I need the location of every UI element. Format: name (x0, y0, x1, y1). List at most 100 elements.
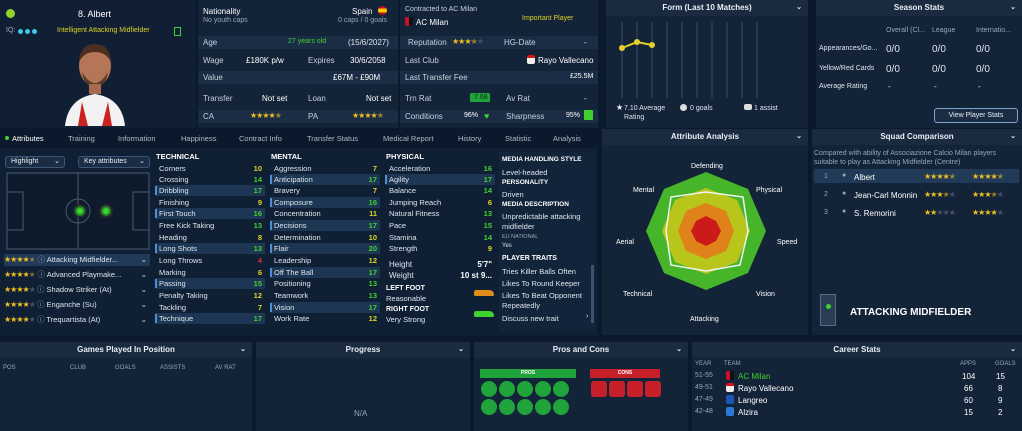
ca-pa-row (198, 110, 398, 123)
nationality-value[interactable]: Spain (352, 7, 373, 16)
career-goals: 2 (998, 408, 1003, 417)
loan-label: Loan (308, 94, 326, 103)
langreo-crest-icon (726, 395, 734, 404)
tab-statistic[interactable]: Statistic (505, 134, 532, 143)
traits-scrollbar[interactable] (591, 265, 594, 323)
games-header[interactable]: Games Played In Position ⌄ (0, 342, 252, 358)
games-col: ASSISTS (160, 365, 186, 371)
expires-value: 30/6/2058 (350, 56, 386, 65)
squad-header[interactable]: Squad Comparison ⌄ (812, 129, 1022, 145)
tab-information[interactable]: Information (118, 134, 156, 143)
chevron-down-icon[interactable]: ⌄ (796, 4, 802, 11)
con-icon[interactable] (591, 381, 607, 397)
tab-analysis[interactable]: Analysis (553, 134, 581, 143)
squad-ca-stars: ★★★★★ (924, 172, 956, 181)
season-row-label: Yellow/Red Cards (819, 65, 875, 72)
discuss-trait-link[interactable]: Discuss new trait (502, 314, 559, 323)
role-row[interactable]: ★★★★★ ⓘ Enganche (Su) ⌄ (4, 300, 147, 309)
analysis-header[interactable]: Attribute Analysis ⌄ (602, 129, 808, 145)
personality-title: PERSONALITY (502, 179, 549, 186)
pro-icon[interactable] (517, 399, 533, 415)
tab-history[interactable]: History (458, 134, 482, 143)
career-col: TEAM (724, 361, 741, 367)
season-col-league: League (932, 27, 956, 34)
pro-icon[interactable] (553, 381, 569, 397)
height-row: Height 5'7" (389, 260, 492, 269)
con-icon[interactable] (645, 381, 661, 397)
chevron-down-icon[interactable]: ⌄ (676, 346, 682, 353)
tab-happiness[interactable]: Happiness (181, 134, 217, 143)
trait-item: Likes To Beat Opponent Repeatedly (502, 291, 582, 310)
role-row[interactable]: ★★★★★ ⓘ Trequartista (At) ⌄ (4, 315, 147, 324)
chevron-down-icon[interactable]: ⌄ (458, 346, 464, 353)
chevron-down-icon[interactable]: ⌄ (796, 133, 802, 140)
notes-icon[interactable] (174, 27, 181, 36)
progress-header[interactable]: Progress ⌄ (256, 342, 470, 358)
transfer-value[interactable]: Not set (262, 94, 288, 103)
season-header[interactable]: Season Stats ⌄ (816, 0, 1022, 16)
career-goals: 9 (998, 396, 1003, 405)
radar-label-vision: Vision (756, 291, 775, 298)
career-team[interactable]: Rayo Vallecano (738, 384, 794, 393)
last-club-value[interactable]: Rayo Vallecano (538, 56, 594, 65)
form-header[interactable]: Form (Last 10 Matches) ⌄ (606, 0, 808, 16)
squad-player-name[interactable]: Albert (854, 173, 875, 182)
key-attributes-label: Key attributes (84, 158, 127, 165)
career-team[interactable]: Langreo (738, 396, 768, 405)
pro-icon[interactable] (499, 399, 515, 415)
role-stars: ★★★★ (4, 255, 30, 264)
ca-label: CA (203, 112, 215, 121)
games-col: GOALS (115, 365, 136, 371)
games-position-panel: Games Played In Position ⌄ POS CLUB GOALS… (0, 342, 252, 431)
pro-icon[interactable] (535, 399, 551, 415)
chevron-down-icon[interactable]: ⌄ (1010, 346, 1016, 353)
tab-attributes[interactable]: Attributes (12, 134, 44, 143)
tab-contract-info[interactable]: Contract Info (239, 134, 282, 143)
highlight-dropdown[interactable]: Highlight ⌄ (5, 156, 65, 168)
squad-row[interactable] (814, 169, 1019, 183)
chevron-down-icon: ⌄ (140, 255, 147, 264)
chevron-down-icon[interactable]: ⌄ (240, 346, 246, 353)
tab-medical-report[interactable]: Medical Report (383, 134, 434, 143)
squad-player-name[interactable]: Jean-Carl Monnin (854, 191, 918, 200)
loan-value[interactable]: Not set (366, 94, 392, 103)
career-header[interactable]: Career Stats ⌄ (692, 342, 1022, 358)
pro-icon[interactable] (535, 381, 551, 397)
attr-crossing: Crossing 14 (159, 175, 262, 184)
trn-rat-value: 7.68 (474, 94, 488, 101)
tab-transfer-status[interactable]: Transfer Status (307, 134, 358, 143)
role-row[interactable]: ★★★★★ ⓘ Attacking Midfielder... ⌄ (4, 254, 150, 266)
role-name: Shadow Striker (At) (46, 285, 112, 294)
key-attributes-dropdown[interactable]: Key attributes ⌄ (78, 156, 150, 168)
radar-label-speed: Speed (777, 239, 798, 246)
reputation-label: Reputation (408, 38, 447, 47)
role-row[interactable]: ★★★★★ ⓘ Advanced Playmake... ⌄ (4, 270, 147, 279)
con-icon[interactable] (627, 381, 643, 397)
squad-title: Squad Comparison (880, 132, 954, 141)
attr-determination: Determination 10 (274, 233, 377, 242)
info-icon: ⓘ (36, 315, 45, 324)
career-team[interactable]: Alzira (738, 408, 759, 417)
chevron-down-icon[interactable]: ⌄ (1010, 133, 1016, 140)
position-title: ATTACKING MIDFIELDER (850, 307, 972, 318)
pro-icon[interactable] (481, 399, 497, 415)
pro-icon[interactable] (499, 381, 515, 397)
role-row[interactable]: ★★★★★ ⓘ Shadow Striker (At) ⌄ (4, 285, 147, 294)
club-name[interactable]: AC Milan (416, 18, 449, 27)
attr-anticipation: Anticipation 17 (270, 174, 380, 185)
squad-player-name[interactable]: S. Remorini (854, 209, 896, 218)
pro-icon[interactable] (553, 399, 569, 415)
pro-icon[interactable] (481, 381, 497, 397)
chevron-down-icon[interactable]: ⌄ (1010, 4, 1016, 11)
pros-cons-header[interactable]: Pros and Cons ⌄ (474, 342, 688, 358)
physical-title: PHYSICAL (386, 152, 424, 161)
info-icon: ⓘ (37, 255, 46, 264)
transfer-label: Transfer (203, 94, 233, 103)
tab-training[interactable]: Training (68, 134, 95, 143)
view-player-stats-button[interactable]: View Player Stats (934, 108, 1018, 123)
attr-bravery: Bravery 7 (274, 186, 377, 195)
trn-rat-label: Trn Rat (405, 94, 432, 103)
con-icon[interactable] (609, 381, 625, 397)
career-team[interactable]: AC Milan (738, 372, 771, 381)
pro-icon[interactable] (517, 381, 533, 397)
